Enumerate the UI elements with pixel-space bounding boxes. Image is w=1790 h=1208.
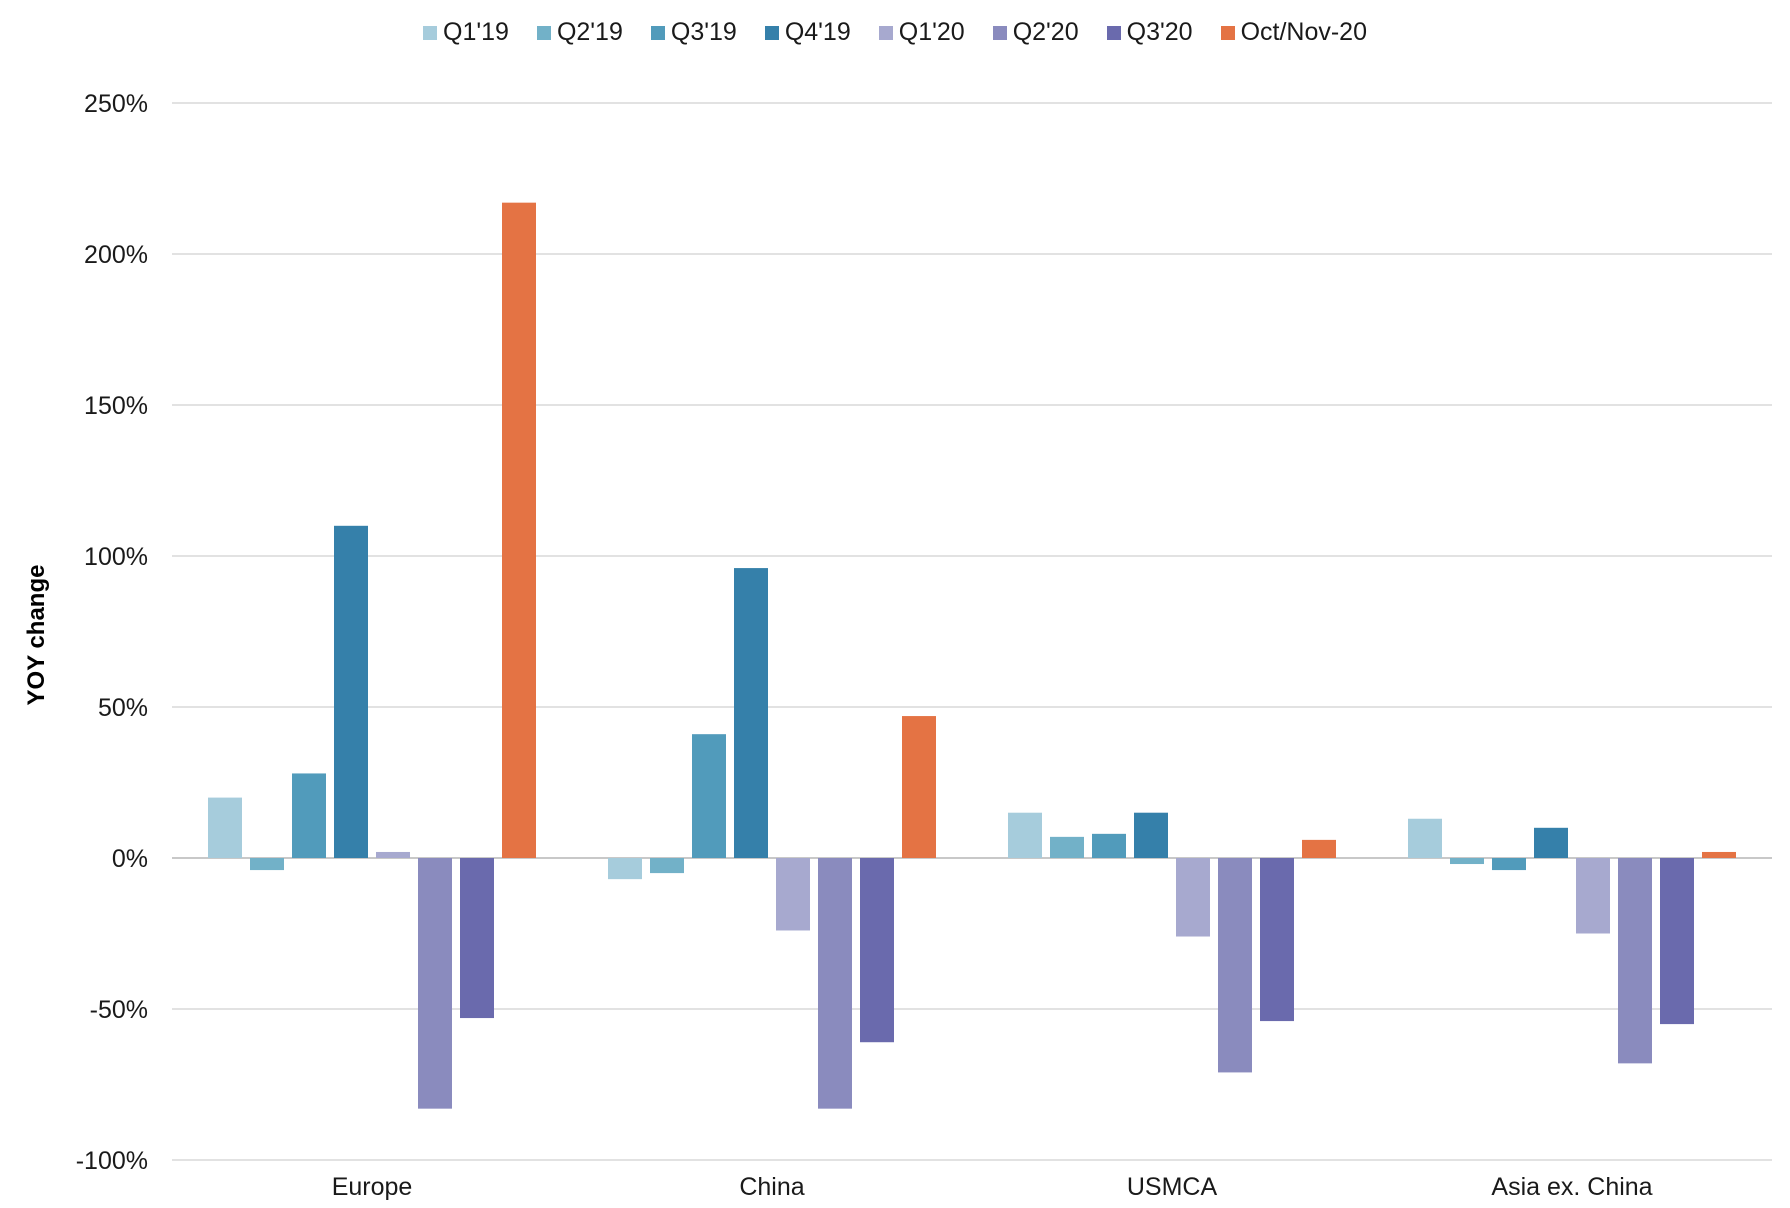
legend-swatch [650,25,665,40]
bar [1050,836,1084,858]
bar [1492,858,1526,871]
legend-label: Q2'19 [556,18,623,46]
legend-label: Q4'19 [784,18,851,46]
bar [1576,858,1610,934]
bar [1660,858,1694,1025]
bar [292,773,326,858]
legend-swatch [764,25,779,40]
chart-legend: Q1'19 Q2'19 Q3'19 Q4'19 Q1'20 Q2'20 Q3'20 Oct/N… [0,18,1790,47]
y-tick-label: 0% [112,845,148,873]
legend-item: Q1'20 [878,18,965,47]
bar [460,858,494,1019]
bar [818,858,852,1109]
bar [1534,827,1568,858]
bar [334,525,368,858]
y-tick-label: 200% [84,241,148,269]
bar [608,858,642,880]
legend-item: Q2'20 [992,18,1079,47]
y-tick-label: -50% [90,996,148,1024]
legend-swatch [992,25,1007,40]
bar [1302,839,1336,858]
bar [1092,833,1126,858]
legend-item: Q3'20 [1106,18,1193,47]
bar [376,851,410,858]
x-tick-label: Europe [332,1173,413,1201]
bar [502,202,536,858]
bar [734,568,768,858]
bar [418,858,452,1109]
y-tick-label: 50% [98,694,148,722]
grid-lines [172,102,1772,1161]
x-tick-label: USMCA [1127,1173,1218,1201]
bar [692,734,726,858]
x-tick-label: Asia ex. China [1491,1173,1652,1201]
legend-label: Q3'19 [670,18,737,46]
legend-swatch [1220,25,1235,40]
legend-swatch [878,25,893,40]
bar [650,858,684,874]
legend-label: Oct/Nov-20 [1240,18,1367,46]
bar [1176,858,1210,937]
legend-label: Q2'20 [1012,18,1079,46]
bar [1218,858,1252,1073]
x-tick-label: China [739,1173,804,1201]
y-axis-tick-labels: 250% 200% 150% 100% 50% 0% -50% -100% [76,90,148,1175]
y-axis-title: YOY change [23,565,50,706]
legend-item: Q1'19 [423,18,509,47]
bar [250,858,284,871]
legend-swatch [1106,25,1121,40]
bar [902,716,936,858]
legend-label: Q1'20 [898,18,965,46]
bar [776,858,810,931]
legend-swatch [536,25,551,40]
y-tick-label: -100% [76,1147,148,1175]
y-tick-label: 150% [84,392,148,420]
bar [1260,858,1294,1022]
bars [208,202,1736,1109]
x-axis-tick-labels: Europe China USMCA Asia ex. China [332,1173,1653,1201]
bar [1702,851,1736,858]
legend-item: Q3'19 [650,18,737,47]
bar [208,797,242,858]
legend-swatch [423,25,437,40]
bar [1450,858,1484,865]
legend-label: Q3'20 [1126,18,1193,46]
legend-item: Q2'19 [536,18,623,47]
legend-item: Oct/Nov-20 [1220,18,1367,47]
bar [860,858,894,1043]
y-tick-label: 100% [84,543,148,571]
bar [1134,812,1168,858]
y-tick-label: 250% [84,90,148,118]
legend-label: Q1'19 [443,18,509,46]
bar [1408,818,1442,858]
legend-item: Q4'19 [764,18,851,47]
bar [1008,812,1042,858]
bar [1618,858,1652,1064]
